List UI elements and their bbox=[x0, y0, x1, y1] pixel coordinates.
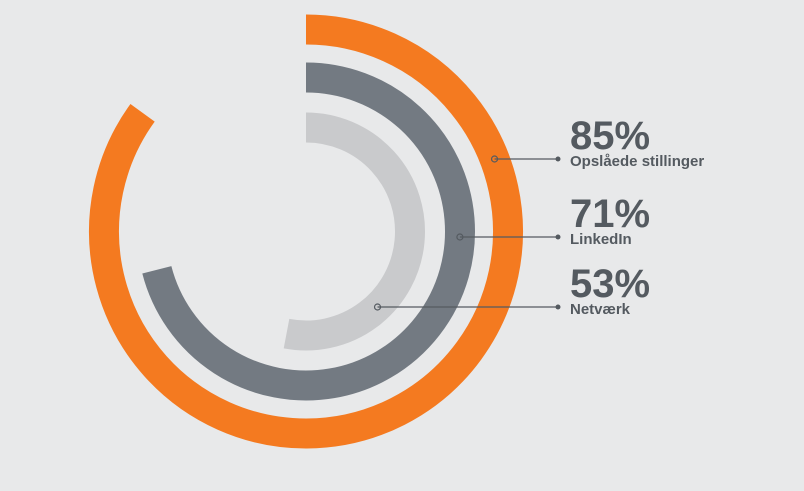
category-label: Opslåede stillinger bbox=[570, 153, 704, 170]
category-label: LinkedIn bbox=[570, 231, 632, 248]
leader-dot bbox=[456, 233, 464, 241]
radial-bar bbox=[283, 112, 425, 351]
value-label: 71% bbox=[570, 192, 650, 236]
category-label: Netværk bbox=[570, 301, 631, 318]
leader-dot bbox=[490, 155, 499, 163]
leader-dot bbox=[555, 156, 561, 162]
value-label: 53% bbox=[570, 262, 650, 306]
radial-bar bbox=[89, 14, 523, 449]
leader-dot bbox=[555, 234, 561, 240]
radial-bar bbox=[142, 62, 475, 401]
value-label: 85% bbox=[570, 114, 650, 158]
leader-dot bbox=[373, 303, 382, 311]
leader-dot bbox=[555, 304, 561, 310]
